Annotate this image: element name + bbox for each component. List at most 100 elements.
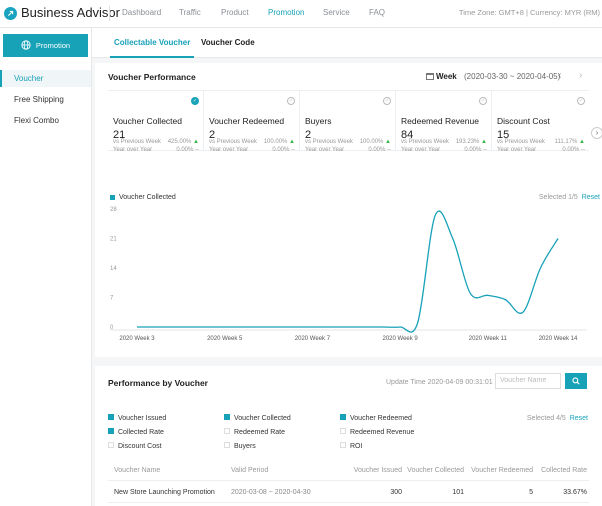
yoy-value: 0.00% [176,147,194,153]
option-redeemed-revenue[interactable]: Redeemed Revenue [340,428,414,436]
collected-rate: 33.67% [563,489,587,496]
option-discount-cost[interactable]: Discount Cost [108,442,162,450]
tab-bar: Collectable Voucher Voucher Code [92,28,602,58]
option-buyers[interactable]: Buyers [224,442,256,450]
data-point[interactable] [345,324,351,330]
nav-traffic[interactable]: Traffic [179,8,201,17]
voucher-name-search-input[interactable]: Voucher Name [495,373,561,389]
checkbox[interactable] [340,442,346,449]
period-label[interactable]: Week [436,72,457,81]
option-redeemed-rate[interactable]: Redeemed Rate [224,428,285,436]
data-point[interactable] [292,324,298,330]
checkbox[interactable] [108,442,114,449]
data-point[interactable] [502,297,508,303]
metric-card-voucher-redeemed[interactable]: ✓ Voucher Redeemed 2 vs Previous Week 100… [204,91,300,153]
triangle-up-icon: ▲ [579,139,585,145]
nav-dashboard[interactable]: Dashboard [122,8,162,17]
column-header[interactable]: Voucher Issued [353,467,402,474]
data-point[interactable] [432,212,438,218]
chart-legend[interactable]: Voucher Collected [110,194,176,201]
column-header[interactable]: Collected Rate [541,467,587,474]
check-circle-icon[interactable]: ✓ [479,97,487,105]
next-metrics-chevron-icon[interactable]: › [591,127,602,139]
data-point[interactable] [309,324,315,330]
tab-voucher-code[interactable]: Voucher Code [201,38,255,47]
data-point[interactable] [222,324,228,330]
tab-collectable-voucher[interactable]: Collectable Voucher [109,28,195,58]
column-header[interactable]: Voucher Redeemed [471,467,533,474]
search-button[interactable] [565,373,587,389]
sidebar-item-flexi-combo[interactable]: Flexi Combo [14,116,59,125]
data-point[interactable] [257,324,263,330]
data-point[interactable] [169,324,175,330]
yoy-suffix: -- [387,147,391,153]
checkbox[interactable] [340,428,346,435]
checkbox[interactable] [108,428,114,435]
data-point[interactable] [239,324,245,330]
option-collected-rate[interactable]: Collected Rate [108,428,164,436]
option-voucher-collected[interactable]: Voucher Collected [224,414,291,422]
option-voucher-issued[interactable]: Voucher Issued [108,414,166,422]
check-circle-icon[interactable]: ✓ [191,97,199,105]
x-tick-label: 2020 Week 11 [469,336,508,342]
wow-label: vs Previous Week [401,139,449,145]
sidebar-item-free-shipping[interactable]: Free Shipping [14,95,64,104]
column-header[interactable]: Valid Period [231,467,269,474]
data-point[interactable] [152,324,158,330]
calendar-icon[interactable] [426,73,434,80]
data-point[interactable] [537,265,543,271]
metric-card-buyers[interactable]: ✓ Buyers 2 vs Previous Week 100.00% ▲ Yea… [300,91,396,153]
metric-card-voucher-collected[interactable]: ✓ Voucher Collected 21 vs Previous Week 4… [108,91,204,153]
voucher-performance-title: Voucher Performance [108,72,196,82]
sidebar-item-voucher[interactable]: Voucher [0,70,91,87]
metric-card-redeemed-revenue[interactable]: ✓ Redeemed Revenue 84 vs Previous Week 19… [396,91,492,153]
yoy-label: Year over Year [113,147,153,153]
checkbox[interactable] [224,428,230,435]
promotion-header-button[interactable]: Promotion [3,34,88,57]
checkbox[interactable] [340,414,346,421]
data-point[interactable] [485,292,491,298]
data-point[interactable] [380,324,386,330]
data-point[interactable] [134,324,140,330]
promotion-header-label: Promotion [35,41,71,50]
wow-value: 193.23% [455,139,480,145]
check-circle-icon[interactable]: ✓ [287,97,295,105]
check-circle-icon[interactable]: ✓ [577,97,585,105]
data-point[interactable] [467,290,473,296]
metric-card-discount-cost[interactable]: ✓ Discount Cost 15 vs Previous Week 111.1… [492,91,589,153]
option-voucher-redeemed[interactable]: Voucher Redeemed [340,414,412,422]
table-row[interactable]: New Store Launching Promotion 2020-03-08… [108,481,589,503]
triangle-up-icon: ▲ [289,139,295,145]
checkbox[interactable] [108,414,114,421]
nav-product[interactable]: Product [221,8,249,17]
column-header[interactable]: Voucher Collected [407,467,464,474]
data-point[interactable] [520,309,526,315]
reset-link[interactable]: Reset [581,194,600,201]
chevron-right-icon[interactable]: › [579,70,583,81]
checkbox[interactable] [224,414,230,421]
data-point[interactable] [450,236,456,242]
yoy-label: Year over Year [305,147,345,153]
checkbox[interactable] [224,442,230,449]
data-point[interactable] [327,324,333,330]
data-point[interactable] [397,324,403,330]
y-tick-label: 14 [110,266,117,272]
nav-promotion[interactable]: Promotion [268,8,305,17]
data-point[interactable] [362,324,368,330]
column-header[interactable]: Voucher Name [114,467,161,474]
reset-link[interactable]: Reset [569,415,588,422]
metric-name: Voucher Redeemed [209,116,285,126]
nav-service[interactable]: Service [323,8,350,17]
check-circle-icon[interactable]: ✓ [383,97,391,105]
data-point[interactable] [555,236,561,242]
nav-faq[interactable]: FAQ [369,8,386,17]
option-roi[interactable]: ROI [340,442,362,450]
yoy-suffix: -- [483,147,487,153]
chevron-left-icon[interactable]: ‹ [558,70,562,81]
data-point[interactable] [204,324,210,330]
data-point[interactable] [187,324,193,330]
period-range[interactable]: (2020-03-30 ~ 2020-04-05) [464,72,561,81]
options-selected-count: Selected 4/5 Reset [527,415,588,422]
data-point[interactable] [274,324,280,330]
data-point[interactable] [415,320,421,326]
